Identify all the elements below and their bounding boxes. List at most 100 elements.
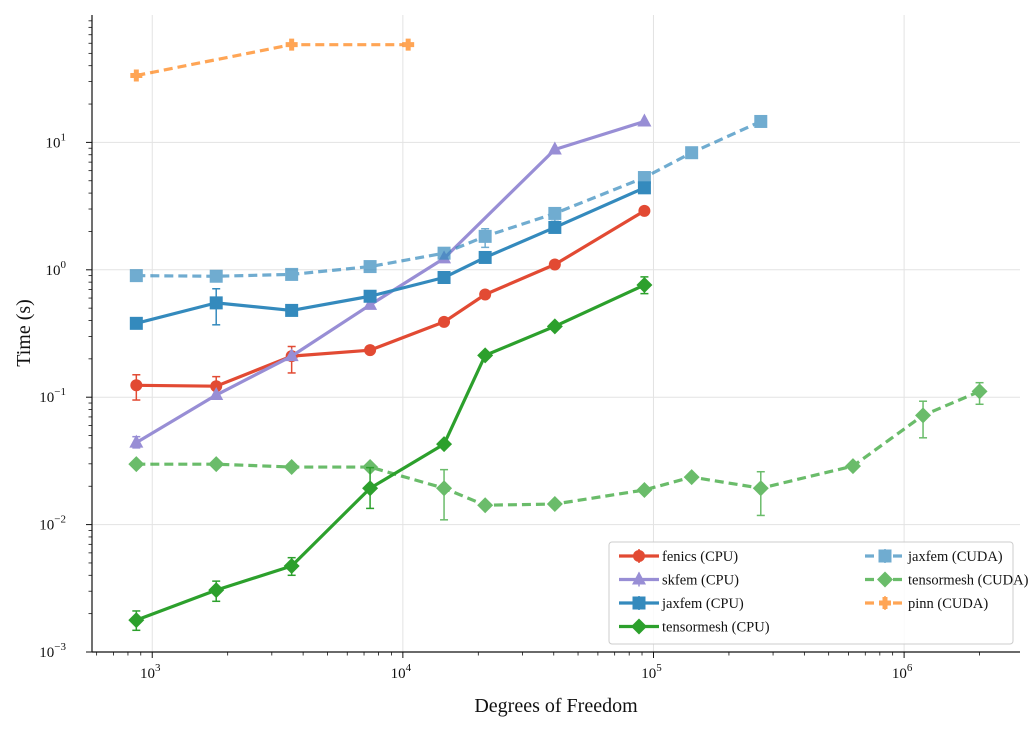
legend-marker bbox=[632, 571, 646, 585]
legend-label: jaxfem (CPU) bbox=[661, 596, 744, 612]
data-point bbox=[547, 141, 562, 155]
legend-label: tensormesh (CUDA) bbox=[908, 573, 1029, 589]
y-tick-exponent: −1 bbox=[54, 386, 66, 398]
data-point bbox=[548, 206, 562, 220]
data-point bbox=[436, 436, 453, 453]
legend-swatch bbox=[619, 571, 659, 587]
data-point bbox=[285, 267, 299, 281]
data-point bbox=[478, 229, 492, 243]
series-jaxfem-cuda- bbox=[129, 114, 768, 283]
legend-swatch bbox=[865, 596, 905, 610]
legend-marker bbox=[877, 571, 893, 588]
data-point bbox=[362, 480, 379, 497]
y-tick-exponent: −2 bbox=[54, 514, 66, 526]
legend-entry: skfem (CPU) bbox=[619, 571, 739, 589]
data-point bbox=[363, 289, 377, 303]
data-point bbox=[438, 315, 451, 328]
data-point bbox=[546, 496, 563, 513]
legend-entry: jaxfem (CUDA) bbox=[865, 549, 1003, 565]
x-tick-label: 105 bbox=[641, 662, 662, 682]
data-point bbox=[129, 316, 143, 330]
data-point bbox=[209, 296, 223, 310]
y-tick-exponent: −3 bbox=[54, 641, 66, 653]
series-line bbox=[136, 43, 409, 78]
x-tick-exponent: 4 bbox=[406, 662, 412, 674]
data-point bbox=[637, 113, 652, 127]
data-point bbox=[844, 458, 861, 475]
series-pinn-cuda- bbox=[130, 38, 415, 82]
series-line bbox=[136, 389, 981, 507]
data-point bbox=[479, 288, 492, 301]
data-point bbox=[129, 434, 144, 448]
legend-entry: jaxfem (CPU) bbox=[619, 596, 744, 612]
data-point bbox=[128, 612, 145, 629]
legend-marker bbox=[633, 550, 645, 562]
y-tick-label: 101 bbox=[46, 131, 67, 151]
data-point bbox=[636, 276, 653, 293]
data-point bbox=[683, 469, 700, 486]
data-point bbox=[130, 379, 143, 392]
legend-entry: fenics (CPU) bbox=[619, 549, 738, 565]
data-point bbox=[477, 347, 494, 364]
data-point bbox=[548, 220, 562, 234]
x-tick-label: 103 bbox=[140, 662, 161, 682]
legend-swatch bbox=[619, 618, 659, 635]
data-point bbox=[548, 258, 561, 271]
x-axis-label: Degrees of Freedom bbox=[474, 695, 638, 717]
data-point bbox=[477, 497, 494, 514]
series-tensormesh-cpu- bbox=[128, 276, 653, 632]
data-point bbox=[363, 260, 377, 274]
data-point bbox=[363, 296, 378, 310]
data-point bbox=[128, 456, 145, 473]
legend-marker bbox=[879, 597, 891, 609]
legend-marker bbox=[631, 618, 647, 635]
y-tick-label: 10−3 bbox=[39, 641, 66, 661]
data-point bbox=[437, 271, 451, 285]
data-point bbox=[129, 269, 143, 283]
legend-swatch bbox=[865, 549, 905, 563]
data-point bbox=[436, 480, 453, 497]
data-point bbox=[364, 344, 377, 357]
data-point bbox=[685, 146, 699, 160]
series-layer bbox=[128, 38, 988, 632]
legend-entry: pinn (CUDA) bbox=[865, 596, 988, 612]
data-point bbox=[208, 582, 225, 599]
y-tick-label: 100 bbox=[46, 259, 67, 279]
x-tick-exponent: 6 bbox=[907, 662, 913, 674]
series-line bbox=[136, 120, 762, 278]
legend-label: skfem (CPU) bbox=[662, 573, 739, 589]
x-tick-label: 106 bbox=[892, 662, 913, 682]
legend: fenics (CPU) skfem (CPU) jaxfem (CPU) tenso… bbox=[608, 541, 1029, 645]
legend-label: fenics (CPU) bbox=[662, 549, 738, 565]
series-tensormesh-cuda- bbox=[128, 381, 988, 521]
data-point bbox=[283, 558, 300, 575]
y-tick-label: 10−1 bbox=[39, 386, 66, 406]
series-line bbox=[135, 283, 646, 622]
y-axis-label: Time (s) bbox=[13, 299, 35, 367]
data-point bbox=[637, 181, 651, 195]
series-jaxfem-cpu- bbox=[129, 181, 651, 330]
y-tick-exponent: 0 bbox=[61, 259, 67, 271]
data-point bbox=[638, 204, 651, 217]
data-point bbox=[752, 480, 769, 497]
x-tick-exponent: 5 bbox=[656, 662, 662, 674]
data-point bbox=[130, 69, 143, 82]
data-point bbox=[636, 481, 653, 498]
data-point bbox=[546, 318, 563, 335]
data-point bbox=[971, 383, 988, 400]
x-tick-label: 104 bbox=[391, 662, 412, 682]
series-skfem-cpu- bbox=[129, 113, 652, 449]
data-point bbox=[284, 348, 299, 362]
legend-label: jaxfem (CUDA) bbox=[907, 549, 1003, 565]
data-point bbox=[285, 38, 298, 51]
data-point bbox=[915, 407, 932, 424]
legend-entry: tensormesh (CPU) bbox=[619, 618, 770, 636]
legend-frame bbox=[608, 541, 1014, 645]
y-tick-exponent: 1 bbox=[61, 131, 67, 143]
legend-marker bbox=[632, 596, 646, 610]
data-point bbox=[754, 114, 768, 128]
data-point bbox=[362, 459, 379, 476]
data-point bbox=[637, 171, 651, 185]
data-point bbox=[208, 456, 225, 473]
